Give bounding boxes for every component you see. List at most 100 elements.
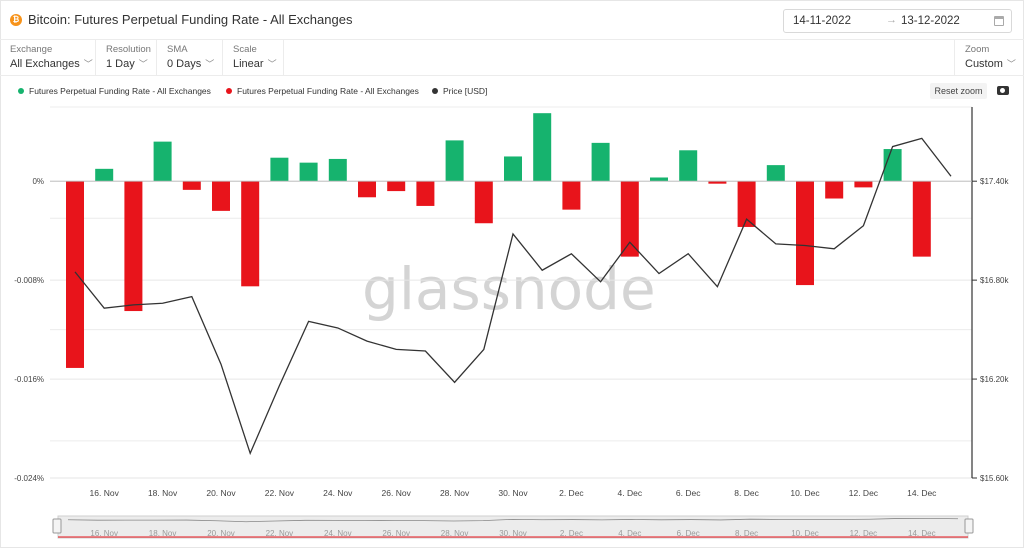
x-tick-label: 8. Dec [734, 488, 759, 498]
navigator-handle [52, 518, 62, 534]
bar [504, 156, 522, 182]
navigator-tick-label: 12. Dec [850, 529, 878, 538]
bar [474, 181, 493, 224]
bar [533, 113, 552, 182]
navigator-tick-label: 28. Nov [441, 529, 469, 538]
chart-header: ₿ Bitcoin: Futures Perpetual Funding Rat… [0, 0, 1024, 40]
legend-dot [18, 88, 24, 94]
scale-label: Scale [233, 44, 257, 55]
date-from-field[interactable]: 14-11-2022 [793, 15, 851, 27]
bar [182, 181, 201, 190]
bar [66, 181, 84, 368]
navigator-series [67, 517, 959, 523]
x-tick-label: 26. Nov [382, 488, 412, 498]
resolution-select[interactable]: Resolution 1 Day ﹀ [96, 40, 157, 76]
legend-item-price[interactable]: Price [USD] [432, 86, 487, 96]
zoom-label: Zoom [965, 44, 990, 55]
bar [562, 181, 581, 210]
bar [854, 181, 873, 188]
bar [708, 181, 727, 184]
calendar-icon[interactable] [994, 16, 1004, 26]
x-tick-label: 28. Nov [440, 488, 470, 498]
bar [912, 181, 931, 257]
sma-select[interactable]: SMA 0 Days ﹀ [157, 40, 223, 76]
x-tick-label: 2. Dec [559, 488, 584, 498]
x-tick-label: 24. Nov [323, 488, 353, 498]
bar [270, 157, 289, 182]
exchange-select[interactable]: Exchange All Exchanges ﹀ [0, 40, 96, 76]
navigator-handle [964, 518, 974, 534]
bar [416, 181, 435, 206]
bar [737, 181, 756, 227]
bar [241, 181, 260, 287]
x-tick-label: 4. Dec [618, 488, 643, 498]
resolution-value[interactable]: 1 Day ﹀ [106, 58, 148, 70]
date-to-field[interactable]: 13-12-2022 [901, 15, 960, 27]
x-tick-label: 14. Dec [907, 488, 937, 498]
x-tick-label: 6. Dec [676, 488, 701, 498]
chevron-down-icon: ﹀ [1006, 59, 1016, 69]
bar [328, 158, 347, 182]
sma-label: SMA [167, 44, 188, 55]
y-left-tick-label: -0.016% [14, 375, 44, 384]
zoom-value[interactable]: Custom ﹀ [965, 58, 1016, 70]
navigator-tick-label: 26. Nov [382, 529, 410, 538]
page-title: Bitcoin: Futures Perpetual Funding Rate … [28, 12, 353, 27]
chevron-down-icon: ﹀ [138, 59, 148, 69]
price-line [74, 137, 952, 456]
x-tick-label: 12. Dec [849, 488, 879, 498]
legend-item-funding-negative[interactable]: Futures Perpetual Funding Rate - All Exc… [226, 86, 419, 96]
x-tick-label: 18. Nov [148, 488, 178, 498]
y-right-tick-label: $16.80k [980, 276, 1009, 285]
reset-zoom-button[interactable]: Reset zoom [930, 83, 987, 99]
legend-item-funding-positive[interactable]: Futures Perpetual Funding Rate - All Exc… [18, 86, 211, 96]
zoom-select[interactable]: Zoom Custom ﹀ [954, 40, 1024, 76]
scale-value[interactable]: Linear ﹀ [233, 58, 277, 70]
navigator-tick-label: 20. Nov [207, 529, 235, 538]
scale-select[interactable]: Scale Linear ﹀ [223, 40, 284, 76]
bar [212, 181, 230, 211]
bitcoin-icon: ₿ [10, 14, 22, 26]
x-tick-label: 16. Nov [90, 488, 120, 498]
chart-toolbar: Exchange All Exchanges ﹀ Resolution 1 Day… [0, 40, 1024, 76]
bar [124, 181, 143, 312]
navigator-tick-label: 4. Dec [618, 529, 641, 538]
y-left-tick-label: -0.024% [14, 474, 44, 483]
navigator-tick-label: 8. Dec [735, 529, 758, 538]
chevron-down-icon: ﹀ [83, 59, 93, 69]
x-tick-label: 22. Nov [265, 488, 295, 498]
y-right-tick-label: $17.40k [980, 177, 1009, 186]
navigator-tick-label: 16. Nov [90, 529, 118, 538]
y-left-tick-label: 0% [32, 177, 44, 186]
x-tick-label: 30. Nov [498, 488, 528, 498]
exchange-label: Exchange [10, 44, 53, 55]
exchange-value[interactable]: All Exchanges ﹀ [10, 58, 93, 70]
navigator-tick-label: 30. Nov [499, 529, 527, 538]
navigator-tick-label: 2. Dec [560, 529, 583, 538]
legend-dot [432, 88, 438, 94]
bar [650, 177, 668, 182]
chevron-down-icon: ﹀ [267, 59, 277, 69]
y-right-tick-label: $15.60k [980, 474, 1009, 483]
bar [766, 165, 785, 182]
navigator-tick-label: 10. Dec [791, 529, 819, 538]
sma-value[interactable]: 0 Days ﹀ [167, 58, 215, 70]
bar [445, 140, 464, 182]
navigator-tick-label: 24. Nov [324, 529, 352, 538]
bar [679, 150, 698, 182]
navigator-tick-label: 6. Dec [677, 529, 700, 538]
date-range-picker[interactable]: 14-11-2022 → 13-12-2022 [783, 9, 1012, 33]
bar [796, 181, 814, 286]
bar [591, 142, 610, 182]
bar [153, 141, 172, 182]
x-tick-label: 10. Dec [790, 488, 820, 498]
bar [95, 168, 114, 182]
bar [358, 181, 376, 198]
bar [620, 181, 639, 257]
bar [825, 181, 844, 199]
resolution-label: Resolution [106, 44, 151, 55]
navigator-tick-label: 14. Dec [908, 529, 936, 538]
navigator-tick-label: 22. Nov [266, 529, 294, 538]
camera-icon[interactable] [997, 86, 1009, 95]
